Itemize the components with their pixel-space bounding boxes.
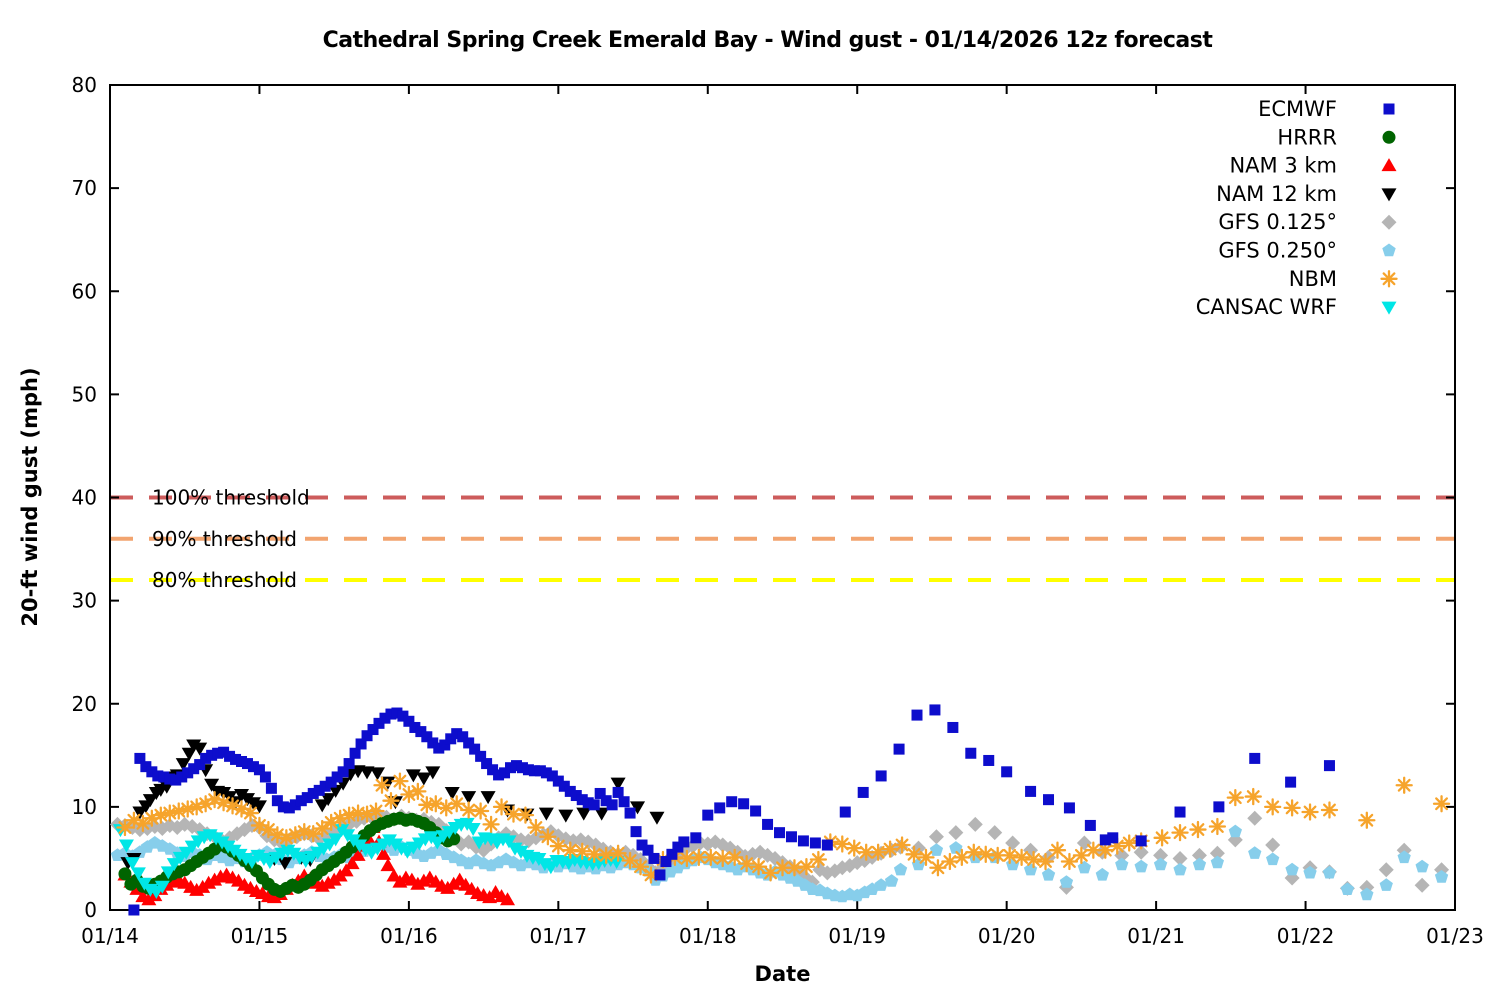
x-tick-label: 01/17 bbox=[530, 924, 588, 948]
legend-item-gfs-0-250-: GFS 0.250° bbox=[1218, 239, 1396, 263]
legend-item-cansac-wrf: CANSAC WRF bbox=[1196, 295, 1397, 319]
x-tick-label: 01/14 bbox=[81, 924, 139, 948]
threshold-label: 80% threshold bbox=[152, 568, 297, 592]
axes: 01/14 01/15 01/16 01/17 01/18 01/19 01/20 01/21… bbox=[72, 73, 1484, 948]
x-tick-label: 01/19 bbox=[828, 924, 886, 948]
legend-label: NAM 12 km bbox=[1216, 182, 1337, 206]
y-tick-label: 30 bbox=[72, 589, 97, 613]
legend-item-hrrr: HRRR bbox=[1277, 125, 1396, 149]
x-axis-label: Date bbox=[754, 962, 811, 986]
y-axis-label: 20-ft wind gust (mph) bbox=[18, 367, 42, 627]
x-tick-label: 01/15 bbox=[231, 924, 289, 948]
y-tick-label: 50 bbox=[72, 382, 97, 406]
chart-title: Cathedral Spring Creek Emerald Bay - Win… bbox=[322, 28, 1213, 53]
legend-item-ecmwf: ECMWF bbox=[1258, 97, 1395, 121]
series-hrrr bbox=[118, 811, 461, 898]
legend: ECMWF HRRR NAM 3 km NAM 12 km GFS 0.125° GFS … bbox=[1196, 97, 1398, 319]
x-tick-label: 01/22 bbox=[1277, 924, 1335, 948]
legend-item-nam-3-km: NAM 3 km bbox=[1229, 154, 1397, 178]
legend-item-gfs-0-125-: GFS 0.125° bbox=[1218, 210, 1397, 234]
y-tick-label: 70 bbox=[72, 176, 97, 200]
x-tick-label: 01/21 bbox=[1127, 924, 1185, 948]
threshold-label: 100% threshold bbox=[152, 486, 310, 510]
legend-label: NAM 3 km bbox=[1229, 154, 1337, 178]
y-tick-label: 0 bbox=[84, 898, 97, 922]
series-ecmwf bbox=[128, 704, 1335, 916]
series-nbm bbox=[116, 772, 1451, 884]
threshold-label: 90% threshold bbox=[152, 527, 297, 551]
y-tick-label: 10 bbox=[72, 795, 97, 819]
threshold-labels: 100% threshold 90% threshold 80% threshold bbox=[152, 486, 310, 593]
y-tick-label: 80 bbox=[72, 73, 97, 97]
x-tick-label: 01/23 bbox=[1426, 924, 1484, 948]
x-tick-label: 01/20 bbox=[978, 924, 1036, 948]
legend-item-nam-12-km: NAM 12 km bbox=[1216, 182, 1397, 206]
legend-label: CANSAC WRF bbox=[1196, 295, 1337, 319]
y-tick-label: 20 bbox=[72, 692, 97, 716]
legend-label: ECMWF bbox=[1258, 97, 1337, 121]
series-cansac-wrf bbox=[112, 817, 625, 899]
y-tick-label: 40 bbox=[72, 486, 97, 510]
legend-label: GFS 0.250° bbox=[1218, 239, 1337, 263]
legend-label: GFS 0.125° bbox=[1218, 210, 1337, 234]
legend-label: NBM bbox=[1289, 267, 1337, 291]
legend-label: HRRR bbox=[1277, 125, 1337, 149]
threshold-lines bbox=[110, 495, 1455, 582]
x-tick-label: 01/16 bbox=[380, 924, 438, 948]
x-tick-label: 01/18 bbox=[679, 924, 737, 948]
y-tick-label: 60 bbox=[72, 279, 97, 303]
legend-item-nbm: NBM bbox=[1289, 267, 1398, 291]
